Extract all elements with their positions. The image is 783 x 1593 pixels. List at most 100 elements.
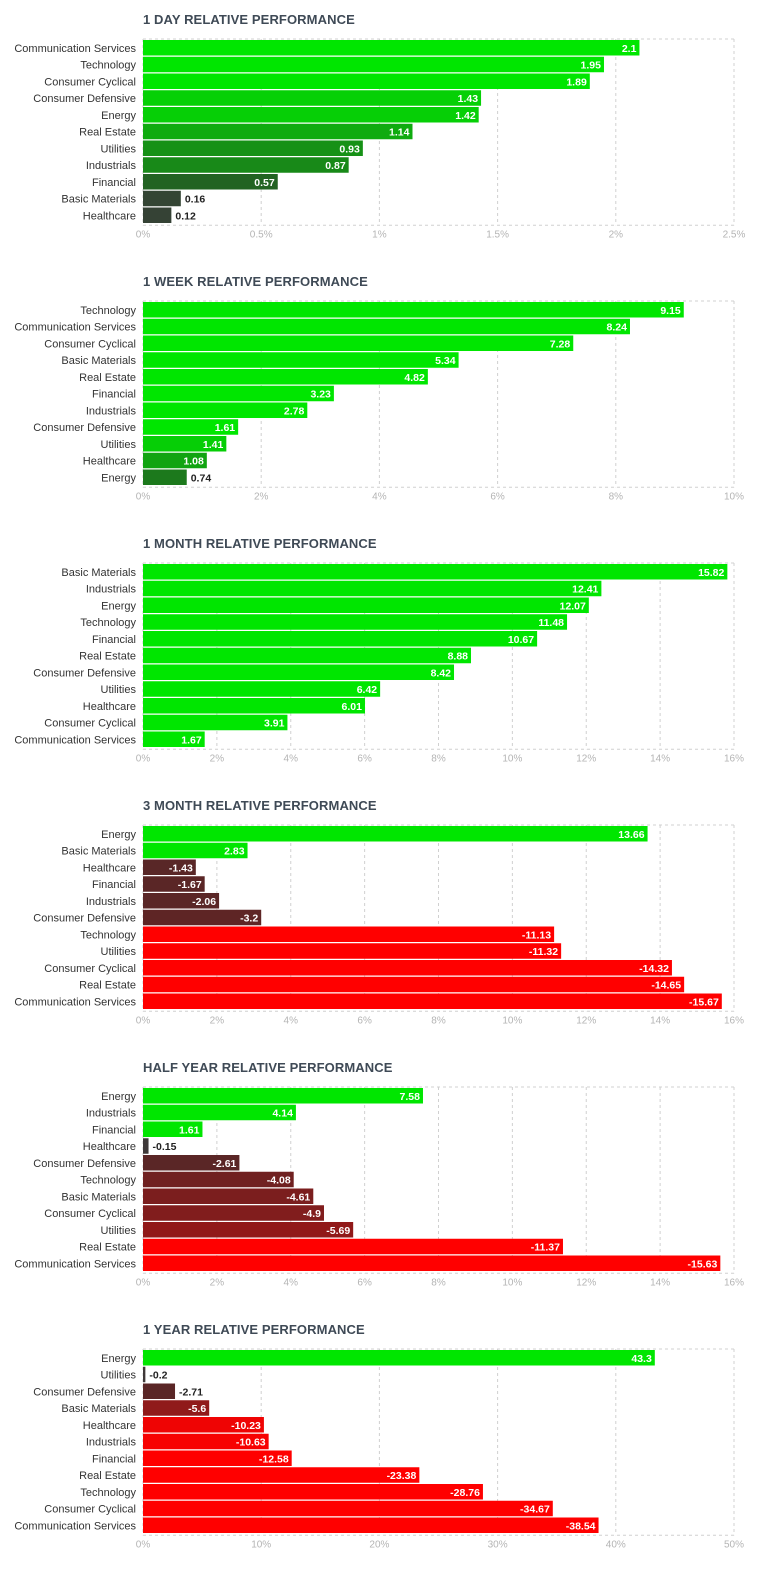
bar[interactable] xyxy=(143,1255,721,1272)
bar[interactable] xyxy=(143,352,459,368)
bar[interactable] xyxy=(143,40,640,56)
bar[interactable] xyxy=(143,1517,599,1534)
x-tick-label: 0% xyxy=(136,753,151,764)
bar[interactable] xyxy=(143,140,363,157)
x-tick-label: 4% xyxy=(372,491,387,502)
value-label: -3.2 xyxy=(240,913,258,925)
bar[interactable] xyxy=(143,1433,269,1450)
bar[interactable] xyxy=(143,826,648,842)
category-label: Financial xyxy=(92,1453,136,1465)
bar[interactable] xyxy=(143,909,262,926)
bar[interactable] xyxy=(143,993,722,1010)
bar[interactable] xyxy=(143,157,349,173)
bar[interactable] xyxy=(143,1205,324,1221)
bar[interactable] xyxy=(143,614,568,630)
bar[interactable] xyxy=(143,419,239,435)
bar[interactable] xyxy=(143,1484,483,1500)
bar[interactable] xyxy=(143,1450,292,1467)
x-tick-label: 0% xyxy=(136,1539,151,1550)
bar[interactable] xyxy=(143,943,562,959)
bar[interactable] xyxy=(143,190,181,207)
bar[interactable] xyxy=(143,1104,296,1121)
x-tick-label: 2% xyxy=(609,229,624,240)
category-label: Real Estate xyxy=(79,651,136,663)
chart-panel: HALF YEAR RELATIVE PERFORMANCE Energy 7.58… xyxy=(0,1060,783,1295)
bar[interactable] xyxy=(143,564,728,580)
bar[interactable] xyxy=(143,664,455,681)
x-tick-label: 0% xyxy=(136,491,151,502)
bar[interactable] xyxy=(143,318,630,335)
bar[interactable] xyxy=(143,1171,294,1188)
value-label: 1.08 xyxy=(183,456,204,468)
bar[interactable] xyxy=(143,1417,264,1433)
bar[interactable] xyxy=(143,926,555,943)
bar[interactable] xyxy=(143,207,172,224)
value-label: 0.16 xyxy=(185,194,206,206)
bar[interactable] xyxy=(143,335,574,352)
bar[interactable] xyxy=(143,876,205,892)
bar[interactable] xyxy=(143,1383,176,1400)
bar[interactable] xyxy=(143,580,602,597)
bar[interactable] xyxy=(143,90,482,106)
bar[interactable] xyxy=(143,960,672,976)
bar[interactable] xyxy=(143,859,196,876)
x-tick-label: 14% xyxy=(650,753,670,764)
value-label: -12.58 xyxy=(259,1453,289,1465)
category-label: Real Estate xyxy=(79,980,136,992)
value-label: 8.42 xyxy=(431,667,452,679)
bar[interactable] xyxy=(143,73,590,90)
bar[interactable] xyxy=(143,1350,655,1366)
x-tick-label: 2% xyxy=(210,1277,225,1288)
bar[interactable] xyxy=(143,893,220,909)
bar[interactable] xyxy=(143,107,479,123)
bar[interactable] xyxy=(143,369,428,385)
bar[interactable] xyxy=(143,698,365,714)
bar[interactable] xyxy=(143,597,589,614)
bar[interactable] xyxy=(143,174,278,190)
bar[interactable] xyxy=(143,714,288,731)
bar[interactable] xyxy=(143,452,207,469)
bar[interactable] xyxy=(143,56,604,73)
bar[interactable] xyxy=(143,842,248,859)
bar[interactable] xyxy=(143,1500,553,1517)
category-label: Energy xyxy=(101,600,136,612)
value-label: 1.41 xyxy=(203,439,224,451)
bar[interactable] xyxy=(143,731,205,748)
bar[interactable] xyxy=(143,302,684,318)
bar[interactable] xyxy=(143,1467,420,1483)
bar[interactable] xyxy=(143,976,685,993)
x-tick-label: 16% xyxy=(724,1277,744,1288)
bar[interactable] xyxy=(143,1400,210,1416)
bar[interactable] xyxy=(143,1121,203,1138)
bar[interactable] xyxy=(143,123,413,140)
value-label: -10.63 xyxy=(236,1437,266,1449)
bar[interactable] xyxy=(143,1155,240,1171)
category-label: Consumer Cyclical xyxy=(44,1208,136,1220)
bar[interactable] xyxy=(143,436,227,452)
bar[interactable] xyxy=(143,385,334,402)
bar[interactable] xyxy=(143,1188,314,1205)
category-label: Consumer Defensive xyxy=(33,913,136,925)
x-tick-label: 10% xyxy=(724,491,744,502)
category-label: Financial xyxy=(92,634,136,646)
category-label: Financial xyxy=(92,1124,136,1136)
category-label: Technology xyxy=(80,1487,136,1499)
category-label: Communication Services xyxy=(14,734,136,746)
category-label: Utilities xyxy=(101,1225,137,1237)
x-tick-label: 4% xyxy=(284,1277,299,1288)
bar[interactable] xyxy=(143,1138,149,1154)
bar[interactable] xyxy=(143,469,187,486)
bar[interactable] xyxy=(143,647,472,664)
chart-title: 1 MONTH RELATIVE PERFORMANCE xyxy=(143,536,377,551)
bar[interactable] xyxy=(143,402,308,419)
x-tick-label: 6% xyxy=(357,1015,372,1026)
category-label: Communication Services xyxy=(14,996,136,1008)
bar[interactable] xyxy=(143,681,381,697)
bar[interactable] xyxy=(143,631,538,647)
chart-panel: 1 WEEK RELATIVE PERFORMANCE Technology 9.1… xyxy=(0,274,783,509)
bar[interactable] xyxy=(143,1222,354,1238)
bar[interactable] xyxy=(143,1088,423,1104)
category-label: Energy xyxy=(101,1353,136,1365)
bar[interactable] xyxy=(143,1238,563,1255)
bar[interactable] xyxy=(143,1366,146,1383)
